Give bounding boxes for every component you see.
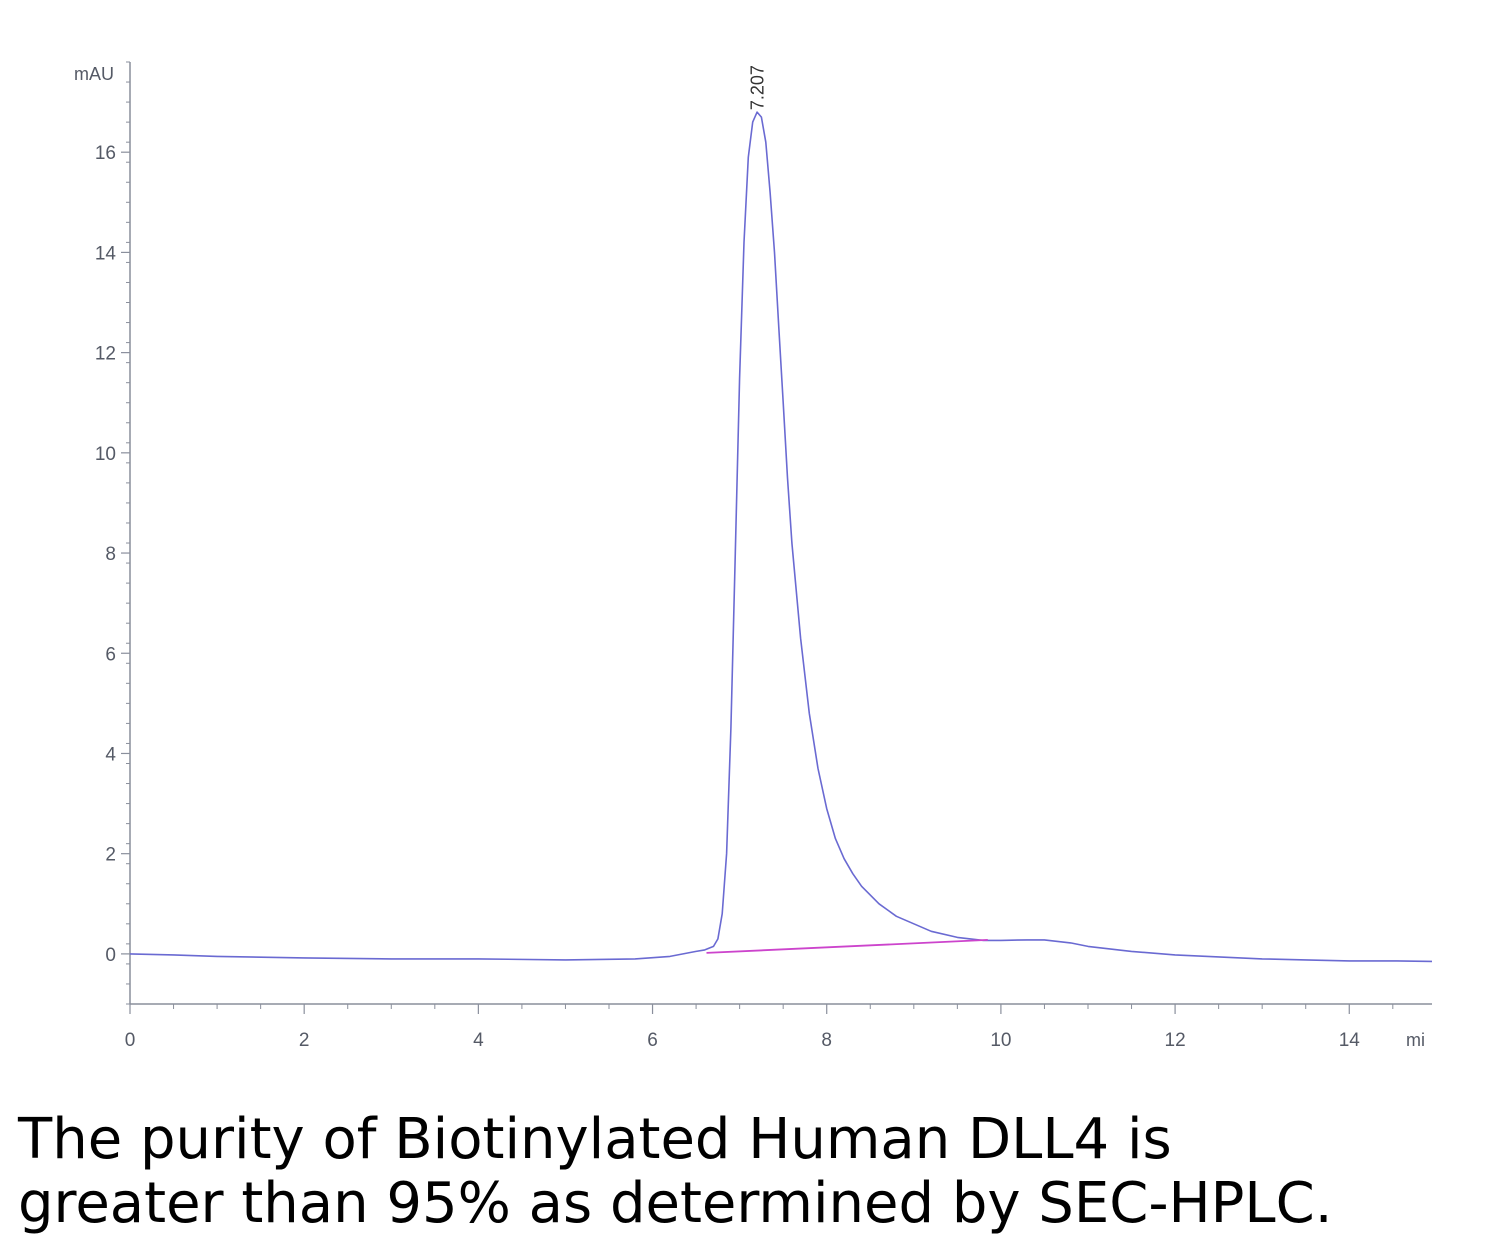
x-tick-label: 10 <box>990 1030 1011 1051</box>
y-tick-label: 2 <box>105 845 116 866</box>
chromatogram-trace <box>129 111 1433 963</box>
y-tick-label: 12 <box>95 344 116 365</box>
figure-caption: The purity of Biotinylated Human DLL4 is… <box>18 1108 1478 1236</box>
caption-line-2: greater than 95% as determined by SEC-HP… <box>18 1171 1333 1236</box>
x-tick-label: 8 <box>821 1030 832 1051</box>
x-tick-label: 2 <box>299 1030 310 1051</box>
caption-line-1: The purity of Biotinylated Human DLL4 is <box>18 1107 1172 1172</box>
y-tick-label: 14 <box>95 243 117 264</box>
x-tick-label: 12 <box>1165 1030 1186 1051</box>
x-tick-label: 4 <box>473 1030 484 1051</box>
annotation-layer: 7.207 <box>748 65 768 110</box>
x-unit-label: mi <box>1406 1030 1425 1050</box>
x-tick-label: 0 <box>125 1030 136 1051</box>
y-tick-label: 8 <box>105 544 116 565</box>
peak-retention-label: 7.207 <box>748 65 768 110</box>
y-tick-label: 0 <box>105 945 116 966</box>
y-axis: 0 2 4 6 8 10 12 14 16 <box>95 61 131 1005</box>
x-axis: 0 2 4 6 8 10 12 14 <box>125 1003 1432 1051</box>
y-tick-label: 10 <box>95 444 116 465</box>
x-tick-label: 14 <box>1339 1030 1361 1051</box>
y-tick-label: 6 <box>105 644 116 665</box>
y-tick-label: 4 <box>105 744 116 765</box>
x-tick-label: 6 <box>647 1030 658 1051</box>
y-tick-label: 16 <box>95 143 116 164</box>
integration-baseline <box>706 939 988 954</box>
y-unit-label: mAU <box>74 64 114 84</box>
series-layer <box>129 111 1433 963</box>
chromatogram-chart: 0 2 4 6 8 10 12 14 16 0 2 4 6 8 10 12 14 7.207 mAU mi <box>74 61 1433 1051</box>
